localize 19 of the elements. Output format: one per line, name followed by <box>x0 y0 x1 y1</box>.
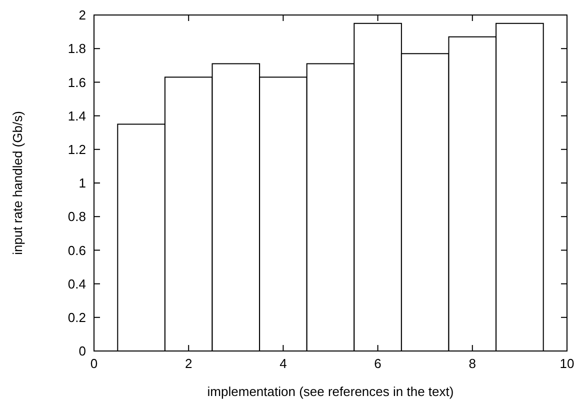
y-tick-label: 1.2 <box>68 142 86 157</box>
x-tick-label: 6 <box>374 356 382 371</box>
y-tick-label: 1.4 <box>68 108 86 124</box>
x-tick-label: 0 <box>90 356 98 371</box>
y-tick-label: 0.2 <box>68 310 86 325</box>
y-tick-label: 1 <box>78 176 86 191</box>
x-tick-label: 4 <box>280 356 287 371</box>
x-tick-label: 10 <box>560 356 574 371</box>
x-tick-label: 8 <box>468 356 476 371</box>
y-axis-title: input rate handled (Gb/s) <box>10 111 25 255</box>
y-tick-label: 1.8 <box>68 41 86 56</box>
y-tick-label: 0.4 <box>68 276 86 292</box>
y-tick-label: 0.8 <box>68 209 86 224</box>
y-tick-label: 0 <box>78 344 86 359</box>
x-tick-label: 2 <box>184 356 192 371</box>
y-tick-label: 2 <box>78 8 86 23</box>
y-tick-label: 0.6 <box>68 242 86 258</box>
y-tick-label: 1.6 <box>68 74 86 90</box>
x-axis-title: implementation (see references in the text) <box>207 384 454 399</box>
